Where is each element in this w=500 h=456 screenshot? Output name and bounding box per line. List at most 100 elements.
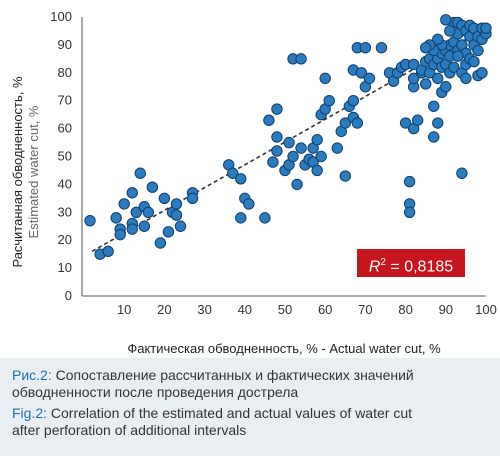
data-point [444,25,456,37]
data-point [114,228,126,241]
data-point [339,170,351,182]
x-tick-label: 10 [117,302,131,317]
caption-en-text1: Correlation of the estimated and actual … [47,405,412,421]
data-point [142,206,155,219]
data-point [403,206,416,219]
data-point [468,55,480,68]
data-point [420,41,432,54]
data-point [407,72,420,85]
data-point [154,237,167,249]
figure-caption: Рис.2: Сопоставление рассчитанных и факт… [0,358,500,456]
y-axis-title: Расчитанная обводненность, % [10,76,25,268]
data-point [267,156,279,168]
x-tick-label: 40 [238,302,252,317]
data-point [315,150,327,163]
data-point [146,181,159,193]
data-point [158,192,171,205]
y-tick-label: 100 [50,9,72,24]
y-tick-label: 50 [58,149,72,164]
data-point [420,78,432,90]
data-point [359,41,372,54]
r-squared-value: = 0,8185 [385,258,454,276]
data-point [476,67,488,79]
y-tick-label: 90 [58,37,72,52]
data-point [170,198,183,210]
x-tick-label: 30 [197,302,211,317]
x-tick-label: 60 [318,302,332,317]
x-tick-label: 100 [475,302,497,317]
data-point [102,245,114,258]
y-tick-label: 0 [65,288,72,303]
data-point [118,198,130,210]
data-point [126,187,138,199]
data-point [411,114,424,126]
data-point [432,117,444,129]
data-point [331,142,343,154]
data-point [311,164,323,177]
data-point [110,212,122,224]
data-point [428,131,440,143]
y-axis-subtitle-group: Estimated water cut, % [26,105,41,238]
data-point [432,33,444,46]
x-tick-label: 20 [157,302,171,317]
x-tick-label: 50 [278,302,292,317]
data-point [319,72,331,85]
y-tick-label: 40 [58,176,72,191]
caption-ru-text1: Сопоставление рассчитанных и фактических… [51,367,414,383]
data-point [174,220,187,232]
data-point [428,100,440,112]
data-point [403,175,416,188]
x-tick-label: 80 [398,302,412,317]
data-point [170,209,183,221]
y-tick-label: 20 [58,232,72,247]
data-point [399,117,412,129]
data-point [339,117,351,129]
tick-labels: 10 20 30 40 50 60 70 80 90 100 0 10 20 30 40 50 60 70 80 90… [50,9,497,317]
x-tick-label: 90 [439,302,453,317]
x-tick-label: 70 [358,302,372,317]
y-tick-label: 80 [58,65,72,80]
r-squared-badge: R2 = 0,8185 [357,249,465,277]
data-point [472,44,484,57]
data-point [452,50,464,62]
data-point [460,72,472,85]
data-point [138,220,151,232]
data-point [126,223,138,235]
r-squared-symbol: R [368,258,381,276]
data-point [291,178,303,191]
data-point [295,142,307,154]
data-point [295,53,307,65]
data-point [243,198,255,210]
data-point [375,41,388,54]
y-tick-label: 70 [58,93,72,108]
data-point [84,214,96,227]
axes [81,17,486,297]
data-point [271,103,283,115]
y-axis-subtitle: Estimated water cut, % [26,105,41,238]
caption-en-label: Fig.2: [12,405,48,421]
data-point [440,81,452,93]
data-point [263,114,275,126]
caption-ru-line1: Рис.2: Сопоставление рассчитанных и факт… [12,367,488,384]
data-point [311,134,323,146]
data-point [355,67,368,79]
caption-en-line1: Fig.2: Correlation of the estimated and … [12,405,488,422]
data-point [235,212,247,224]
data-point [287,150,299,163]
data-point [235,173,247,185]
data-points [84,14,492,260]
data-point [134,167,146,179]
data-point [162,226,175,238]
data-point [456,167,468,179]
data-point [351,117,364,129]
y-tick-label: 60 [58,121,72,136]
data-point [227,167,239,179]
data-point [432,72,444,85]
r-squared-exponent: 2 [380,257,386,268]
data-point [259,212,271,224]
caption-ru: Рис.2: Сопоставление рассчитанных и факт… [12,367,488,401]
scatter-chart: 10 20 30 40 50 60 70 80 90 100 0 10 20 30 40 50 60 70 80 90… [10,9,497,356]
data-point [347,95,360,107]
x-axis-title: Фактическая обводненность, % - Actual wa… [127,341,441,356]
caption-en: Fig.2: Correlation of the estimated and … [12,405,488,439]
